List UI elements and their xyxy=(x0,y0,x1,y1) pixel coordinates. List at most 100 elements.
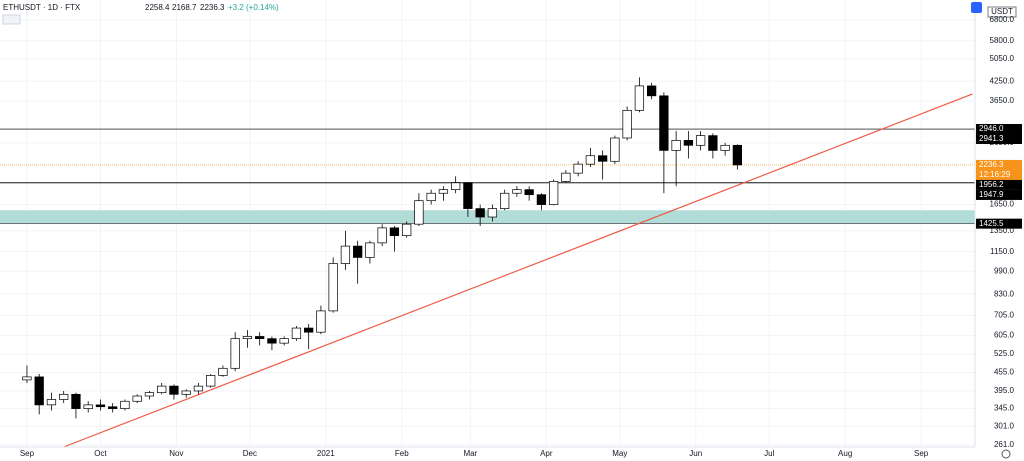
x-tick-label: 2021 xyxy=(317,449,335,458)
candle-body xyxy=(487,208,498,218)
settings-button[interactable] xyxy=(971,2,982,13)
candle-body xyxy=(34,376,44,406)
candle-body xyxy=(414,200,424,225)
x-tick-label: Aug xyxy=(838,449,852,458)
y-tick-label: 605.0 xyxy=(994,330,1015,339)
last-price-label: 2236.3 xyxy=(979,160,1004,169)
y-tick-label: 4250.0 xyxy=(990,76,1015,85)
settings-icon[interactable] xyxy=(1001,449,1011,459)
level-label: 1425.5 xyxy=(979,219,1004,228)
candle-body xyxy=(157,385,167,393)
x-tick-label: Sep xyxy=(20,449,35,458)
candle-body xyxy=(340,245,351,264)
candle-body xyxy=(328,263,338,312)
level-label: 2941.3 xyxy=(979,134,1004,143)
level-label: 1947.9 xyxy=(979,190,1004,199)
candle-body xyxy=(230,338,240,369)
countdown-box xyxy=(976,169,1022,180)
y-tick-label: 395.0 xyxy=(994,386,1015,395)
candle-body xyxy=(708,135,718,151)
candle-body xyxy=(95,404,106,408)
candle-body xyxy=(438,189,449,194)
countdown: 12:16:29 xyxy=(979,170,1011,179)
currency-box xyxy=(987,6,1017,18)
candle-body xyxy=(83,404,93,409)
y-tick-label: 1350.0 xyxy=(990,226,1015,235)
close: 2236.3 xyxy=(200,3,225,12)
x-tick-label: Mar xyxy=(463,449,477,458)
candle-body xyxy=(218,367,228,376)
candle-body xyxy=(695,135,706,146)
level-label-box xyxy=(976,218,1022,229)
candle-body xyxy=(59,393,69,400)
y-tick-label: 705.0 xyxy=(994,311,1015,320)
candle-body xyxy=(120,400,130,409)
collapse-button[interactable] xyxy=(2,14,21,25)
level-label: 1956.2 xyxy=(979,180,1004,189)
symbol: ETHUSDT · 1D · FTX xyxy=(3,3,81,12)
y-tick-label: 345.0 xyxy=(994,404,1015,413)
candle-body xyxy=(267,338,277,344)
x-tick-label: Nov xyxy=(169,449,183,458)
candle-body xyxy=(426,192,436,202)
x-tick-label: Jun xyxy=(689,449,702,458)
candle-body xyxy=(720,144,730,151)
y-tick-label: 1150.0 xyxy=(990,247,1014,256)
x-tick-label: Oct xyxy=(94,449,107,458)
candle-body xyxy=(46,399,57,406)
candle-body xyxy=(108,406,118,409)
level-label-box xyxy=(976,179,1022,190)
candle-body xyxy=(389,227,400,237)
candle-body xyxy=(279,338,289,344)
candle-body xyxy=(561,172,571,182)
candle-body xyxy=(475,208,485,218)
candle-body xyxy=(536,194,547,205)
candle-body xyxy=(316,310,326,333)
candle-body xyxy=(622,109,632,139)
level-label-box xyxy=(976,134,1022,145)
y-tick-label: 5050.0 xyxy=(990,54,1015,63)
y-tick-label: 455.0 xyxy=(994,368,1015,377)
x-tick-label: Apr xyxy=(540,449,553,458)
candle-body xyxy=(71,393,81,409)
last-price-label-box xyxy=(976,159,1022,170)
x-tick-label: Jul xyxy=(764,449,774,458)
change: +3.2 (+0.14%) xyxy=(228,3,279,12)
candle-body xyxy=(573,163,583,174)
x-tick-label: Sep xyxy=(914,449,929,458)
candle-body xyxy=(683,140,694,146)
candle-body xyxy=(181,390,191,395)
level-label-box xyxy=(976,189,1022,200)
candle-body xyxy=(353,245,363,258)
y-tick-label: 261.0 xyxy=(994,440,1015,449)
x-tick-label: May xyxy=(612,449,627,458)
high: 2258.4 xyxy=(145,3,170,12)
candle-body xyxy=(512,189,522,194)
candle-body xyxy=(671,140,681,151)
candle-body xyxy=(732,144,743,166)
y-tick-label: 5800.0 xyxy=(990,36,1015,45)
level-label: 2946.0 xyxy=(979,124,1004,133)
candle-body xyxy=(144,392,155,397)
candle-body xyxy=(610,137,620,162)
y-tick-label: 3650.0 xyxy=(990,96,1015,105)
candle-body xyxy=(132,395,142,402)
plot-area xyxy=(0,0,975,448)
trendline xyxy=(63,93,973,448)
candle-body xyxy=(365,242,375,258)
y-tick-label: 1650.0 xyxy=(990,200,1015,209)
candle-body xyxy=(377,227,387,244)
candle-body xyxy=(585,155,596,165)
candle-body xyxy=(659,95,669,151)
candle-body xyxy=(304,327,314,333)
candle-body xyxy=(451,182,461,191)
level-label-box xyxy=(976,124,1022,135)
candle-body xyxy=(402,223,412,237)
candle-body xyxy=(549,181,559,205)
candle-body xyxy=(500,192,510,209)
candle-body xyxy=(291,327,302,340)
candle-body xyxy=(598,155,608,162)
zone xyxy=(0,210,975,224)
x-tick-label: Feb xyxy=(395,449,409,458)
